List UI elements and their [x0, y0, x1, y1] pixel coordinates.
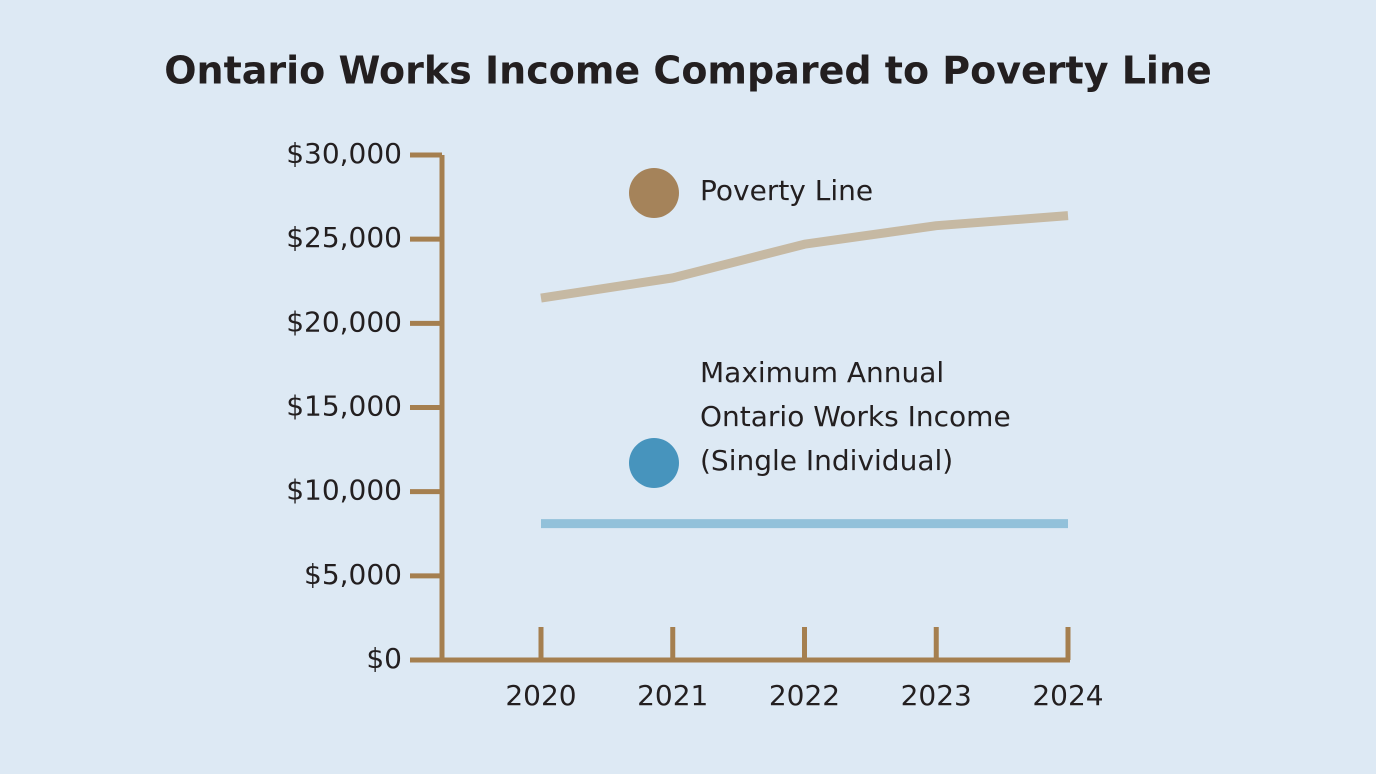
y-tick-label: $25,000 [286, 221, 402, 254]
y-tick-label: $30,000 [286, 137, 402, 170]
y-tick-label: $20,000 [286, 305, 402, 338]
x-tick-label: 2024 [1032, 679, 1103, 712]
legend-entry: Poverty Line [700, 174, 874, 207]
chart-title: Ontario Works Income Compared to Poverty… [164, 49, 1212, 93]
y-tick-label: $5,000 [304, 558, 402, 591]
legend-marker [629, 168, 679, 218]
x-tick-label: 2020 [505, 679, 576, 712]
legend-entry: Maximum Annual Ontario Works Income (Sin… [700, 356, 1011, 477]
legend-label: Poverty Line [700, 174, 874, 207]
legend-label: Maximum Annual Ontario Works Income (Sin… [700, 356, 1011, 477]
y-tick-label: $10,000 [286, 474, 402, 507]
x-tick-label: 2022 [769, 679, 840, 712]
legend-marker [629, 438, 679, 488]
y-tick-label: $15,000 [286, 390, 402, 423]
x-tick-label: 2023 [901, 679, 972, 712]
y-tick-label: $0 [366, 642, 402, 675]
series-line [540, 211, 1069, 303]
x-tick-label: 2021 [637, 679, 708, 712]
